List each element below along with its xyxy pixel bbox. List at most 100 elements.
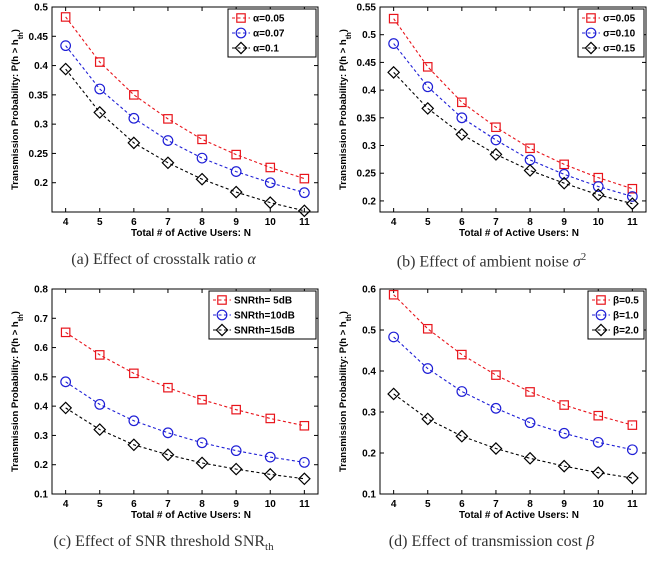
- data-point-d-0-2: [457, 349, 467, 360]
- x-tick-label-c-5: 9: [233, 499, 239, 510]
- y-tick-label-b-0: 0.2: [362, 196, 376, 207]
- y-tick-label-b-6: 0.5: [362, 30, 376, 41]
- legend-box-a: [227, 8, 317, 58]
- data-point-a-0-0: [60, 12, 71, 22]
- data-point-a-1-6: [264, 177, 276, 189]
- axes-box-d: [379, 288, 647, 495]
- y-tick-label-b-5: 0.45: [357, 58, 377, 69]
- data-point-d-0-5: [559, 400, 569, 410]
- series-b-2: [387, 65, 639, 211]
- x-tick-label-a-6: 10: [265, 217, 277, 228]
- data-point-d-1-5: [558, 427, 570, 439]
- series-b-1: [388, 38, 638, 202]
- x-tick-label-c-4: 8: [199, 499, 205, 510]
- x-axis-label-d: Total # of Active Users: N: [459, 510, 579, 521]
- y-tick-label-d-5: 0.6: [362, 285, 376, 296]
- x-tick-label-b-6: 10: [593, 217, 605, 228]
- data-point-a-2-7: [297, 204, 311, 218]
- data-point-c-0-5: [231, 404, 241, 415]
- y-axis-label-b: Transmission Probability: P(h > hth): [338, 29, 353, 190]
- data-point-a-2-0: [59, 62, 73, 76]
- y-tick-label-b-2: 0.3: [362, 141, 376, 152]
- x-tick-label-a-7: 11: [299, 217, 310, 228]
- legend-marker-d-0: [596, 295, 606, 305]
- x-tick-label-c-7: 11: [299, 499, 310, 510]
- data-point-d-0-4: [525, 387, 535, 397]
- data-point-b-0-0: [388, 13, 399, 24]
- series-d-2: [387, 387, 639, 485]
- legend-a: α=0.05 α=0.07 α=0.1: [227, 8, 317, 58]
- data-point-d-2-7: [625, 471, 639, 485]
- data-point-b-0-4: [525, 143, 535, 154]
- y-tick-label-c-2: 0.3: [34, 431, 48, 442]
- data-point-b-0-7: [627, 183, 638, 194]
- y-tick-label-b-4: 0.4: [362, 86, 376, 97]
- data-point-d-2-6: [591, 466, 605, 480]
- caption-d-symbol: β: [586, 533, 595, 550]
- x-tick-label-b-7: 11: [627, 217, 638, 228]
- y-tick-label-c-7: 0.8: [34, 285, 48, 296]
- data-point-b-2-2: [455, 127, 469, 141]
- x-tick-label-d-0: 4: [391, 499, 397, 510]
- legend-c: SNRth= 5dB SNRth=10dB SNRth=15dB: [208, 290, 317, 340]
- series-a-1: [60, 40, 310, 199]
- chart-panel-b: 4 5 6 7 8 9 10 11 0.2 0.25 0.3 0.35 0.4 0.45 0.5 0.55 To…: [328, 0, 655, 281]
- data-point-b-1-2: [456, 112, 468, 124]
- data-point-c-0-6: [265, 413, 276, 424]
- data-point-c-2-5: [229, 462, 243, 476]
- y-tick-label-a-5: 0.45: [29, 32, 49, 43]
- data-point-a-0-4: [197, 134, 207, 145]
- legend-marker-c-1: [216, 309, 228, 321]
- x-tick-label-b-0: 4: [391, 217, 397, 228]
- data-point-b-2-7: [625, 197, 639, 211]
- series-line-d-1: [393, 336, 633, 451]
- legend-marker-a-1: [235, 27, 247, 39]
- data-point-a-1-0: [60, 40, 72, 52]
- y-tick-label-d-3: 0.4: [362, 367, 376, 378]
- legend-marker-c-0: [217, 295, 227, 305]
- y-tick-label-c-5: 0.6: [34, 343, 48, 354]
- data-point-d-0-7: [627, 420, 638, 430]
- data-point-b-2-4: [523, 163, 537, 177]
- series-line-b-1: [393, 43, 633, 198]
- y-tick-label-c-3: 0.4: [34, 402, 48, 413]
- series-line-b-0: [393, 18, 633, 190]
- x-tick-label-d-3: 7: [493, 499, 499, 510]
- data-point-d-1-0: [388, 331, 400, 343]
- data-point-a-2-6: [263, 196, 277, 210]
- data-point-d-0-3: [491, 370, 501, 380]
- axes-box-a: [51, 6, 319, 213]
- data-point-c-0-3: [163, 382, 173, 393]
- series-d-0: [388, 289, 638, 430]
- x-tick-label-d-5: 9: [561, 499, 567, 510]
- x-tick-label-b-5: 9: [561, 217, 567, 228]
- data-point-c-1-2: [128, 415, 140, 427]
- data-point-b-1-4: [524, 154, 536, 166]
- legend-label-d-1: β=1.0: [613, 311, 639, 322]
- x-tick-label-b-3: 7: [493, 217, 499, 228]
- y-tick-label-b-3: 0.35: [357, 113, 377, 124]
- data-point-d-1-1: [422, 363, 434, 374]
- series-line-c-0: [65, 331, 305, 427]
- legend-marker-b-0: [586, 13, 596, 23]
- data-point-c-2-3: [161, 448, 175, 462]
- x-tick-label-a-5: 9: [233, 217, 239, 228]
- y-axis-label-sub-b: th: [344, 32, 353, 39]
- legend-label-a-2: α=0.1: [253, 44, 279, 55]
- caption-a-text: (a) Effect of crosstalk ratio: [71, 251, 248, 268]
- caption-b-sup: 2: [580, 251, 587, 263]
- chart-svg-b: 4 5 6 7 8 9 10 11 0.2 0.25 0.3 0.35 0.4 0.45 0.5 0.55 To…: [338, 3, 647, 239]
- x-tick-label-d-2: 6: [459, 499, 465, 510]
- x-tick-label-c-1: 5: [97, 499, 103, 510]
- legend-marker-a-0: [236, 13, 246, 23]
- y-tick-label-a-0: 0.2: [34, 178, 48, 189]
- caption-a: (a) Effect of crosstalk ratio α: [0, 251, 327, 269]
- data-point-d-2-0: [387, 387, 401, 401]
- legend-label-c-1: SNRth=10dB: [234, 311, 295, 322]
- data-point-d-2-5: [557, 459, 571, 473]
- data-point-d-1-3: [490, 402, 502, 414]
- data-point-a-2-3: [161, 156, 175, 170]
- legend-label-b-1: σ=0.10: [603, 29, 636, 40]
- y-tick-label-a-4: 0.4: [34, 61, 48, 72]
- data-point-d-1-6: [592, 436, 604, 448]
